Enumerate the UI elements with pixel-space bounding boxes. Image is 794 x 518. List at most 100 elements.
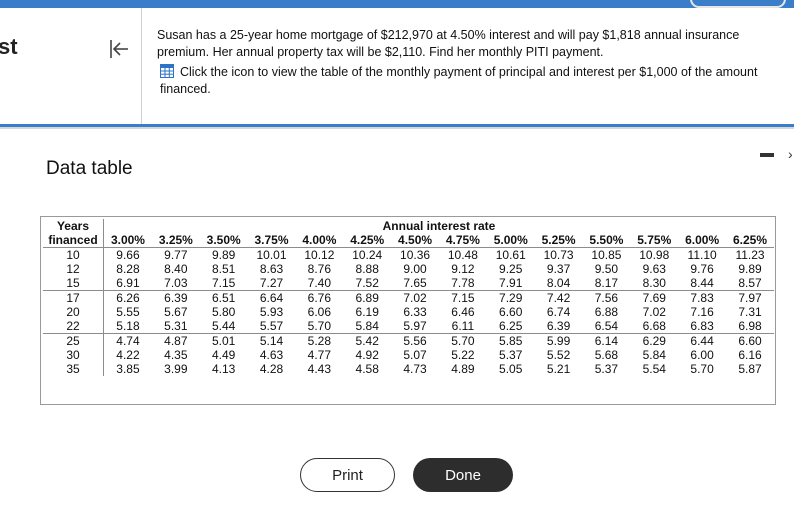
- years-cell: 12: [43, 262, 104, 276]
- payment-cell: 7.91: [486, 276, 535, 291]
- payment-cell: 8.88: [355, 262, 379, 276]
- payment-cell: 6.64: [259, 291, 284, 305]
- rate-header: 6.25%: [726, 233, 774, 248]
- payment-cell: 4.92: [355, 348, 379, 362]
- table-row: 22 5.18 5.31 5.44 5.57 5.70 5.84 5.97 6.11 6.25 6.…: [43, 319, 774, 334]
- payment-cell: 5.22: [451, 348, 475, 362]
- table-link-line: Click the icon to view the table of the …: [160, 64, 790, 98]
- header-annual-interest-rate: Annual interest rate: [382, 219, 496, 233]
- rate-header: 5.25%: [534, 233, 583, 248]
- payment-cell: 9.00: [403, 262, 427, 276]
- payment-cell: 4.49: [211, 348, 236, 362]
- rate-header: 3.00%: [103, 233, 152, 248]
- table-row: 12 8.28 8.40 8.51 8.63 8.76 8.88 9.00 9.12 9.25 9.…: [43, 262, 774, 276]
- payment-cell: 7.29: [499, 291, 523, 305]
- header-financed: financed: [43, 233, 104, 248]
- payment-cell: 6.44: [690, 334, 714, 348]
- section-separator: [0, 124, 794, 127]
- table-grid-icon[interactable]: [160, 64, 174, 78]
- payment-cell: 10.85: [591, 248, 622, 262]
- dialog-title: Data table: [46, 158, 133, 179]
- table-row: 15 6.91 7.03 7.15 7.27 7.40 7.52 7.65 7.78 7.91 8.…: [43, 276, 774, 291]
- header-years: Years: [43, 219, 104, 233]
- payment-cell: 5.80: [211, 305, 236, 319]
- payment-cell: 6.39: [164, 291, 188, 305]
- payment-cell: 5.67: [164, 305, 188, 319]
- section-separator-shadow: [0, 127, 794, 129]
- payment-cell: 8.76: [307, 262, 332, 276]
- payment-cell: 5.55: [116, 305, 140, 319]
- done-button[interactable]: Done: [413, 458, 513, 492]
- payment-cell: 7.65: [391, 276, 439, 291]
- payment-cell: 9.76: [690, 262, 714, 276]
- payment-cell: 5.42: [355, 334, 379, 348]
- payment-cell: 5.52: [546, 348, 571, 362]
- side-panel-partial-text: st: [0, 34, 18, 59]
- payment-cell: 10.24: [352, 248, 383, 262]
- payment-cell: 3.99: [164, 362, 188, 376]
- payment-cell: 10.12: [304, 248, 335, 262]
- payment-cell: 5.28: [307, 334, 332, 348]
- payment-cell: 8.40: [164, 262, 188, 276]
- payment-cell: 5.14: [259, 334, 284, 348]
- payment-cell: 5.99: [546, 334, 571, 348]
- payment-cell: 8.17: [582, 276, 631, 291]
- payment-cell: 7.27: [247, 276, 296, 291]
- payment-cell: 5.37: [499, 348, 523, 362]
- payment-cell: 4.73: [403, 362, 427, 376]
- payment-cell: 7.56: [594, 291, 619, 305]
- payment-cell: 9.12: [451, 262, 475, 276]
- payment-cell: 7.15: [199, 276, 248, 291]
- payment-cell: 9.63: [642, 262, 666, 276]
- payment-cell: 6.91: [103, 276, 152, 291]
- payment-cell: 5.07: [403, 348, 427, 362]
- payment-cell: 6.83: [678, 319, 727, 334]
- payment-cell: 4.77: [307, 348, 332, 362]
- minimize-icon[interactable]: [760, 153, 774, 157]
- payment-cell: 5.68: [594, 348, 619, 362]
- payment-cell: 7.16: [690, 305, 714, 319]
- payment-cell: 7.78: [438, 276, 487, 291]
- payment-cell: 6.25: [486, 319, 535, 334]
- rate-header: 4.25%: [343, 233, 392, 248]
- payment-cell: 9.25: [499, 262, 523, 276]
- payment-cell: 6.74: [546, 305, 571, 319]
- close-icon[interactable]: ›: [788, 146, 793, 162]
- print-button[interactable]: Print: [300, 458, 395, 492]
- payment-cell: 9.37: [546, 262, 571, 276]
- table-link-text: Click the icon to view the table of the …: [160, 65, 758, 96]
- payment-cell: 8.44: [678, 276, 727, 291]
- panel-divider: [141, 8, 142, 124]
- payment-cell: 6.06: [307, 305, 332, 319]
- rate-header: 3.50%: [199, 233, 248, 248]
- rate-header: 3.75%: [247, 233, 296, 248]
- payment-cell: 6.46: [451, 305, 475, 319]
- payment-cell: 9.89: [738, 262, 762, 276]
- payment-cell: 6.11: [438, 319, 487, 334]
- payment-cell: 10.98: [639, 248, 670, 262]
- payment-cell: 9.66: [116, 248, 140, 262]
- payment-cell: 8.57: [726, 276, 774, 291]
- table-row: 25 4.74 4.87 5.01 5.14 5.28 5.42 5.56 5.70 5.85 5.…: [43, 333, 774, 348]
- payment-cell: 5.44: [199, 319, 248, 334]
- payment-cell: 6.14: [594, 334, 619, 348]
- payment-cell: 5.85: [499, 334, 523, 348]
- years-cell: 22: [43, 319, 104, 334]
- payment-cell: 5.93: [259, 305, 284, 319]
- payment-cell: 7.83: [690, 291, 714, 305]
- payment-cell: 6.39: [534, 319, 583, 334]
- rate-header: 5.00%: [486, 233, 535, 248]
- top-button-edge[interactable]: [690, 0, 786, 8]
- payment-cell: 5.87: [738, 362, 762, 376]
- rate-header: 6.00%: [678, 233, 727, 248]
- payment-cell: 7.97: [738, 291, 762, 305]
- payment-cell: 4.74: [116, 334, 140, 348]
- table-row: 35 3.85 3.99 4.13 4.28 4.43 4.58 4.73 4.89 5.05 5.…: [43, 362, 774, 376]
- payment-cell: 6.54: [582, 319, 631, 334]
- collapse-left-icon[interactable]: [106, 36, 132, 62]
- payment-cell: 5.31: [151, 319, 200, 334]
- payment-cell: 7.40: [295, 276, 344, 291]
- payment-cell: 10.01: [256, 248, 287, 262]
- payment-cell: 7.02: [642, 305, 666, 319]
- payment-cell: 4.13: [211, 362, 236, 376]
